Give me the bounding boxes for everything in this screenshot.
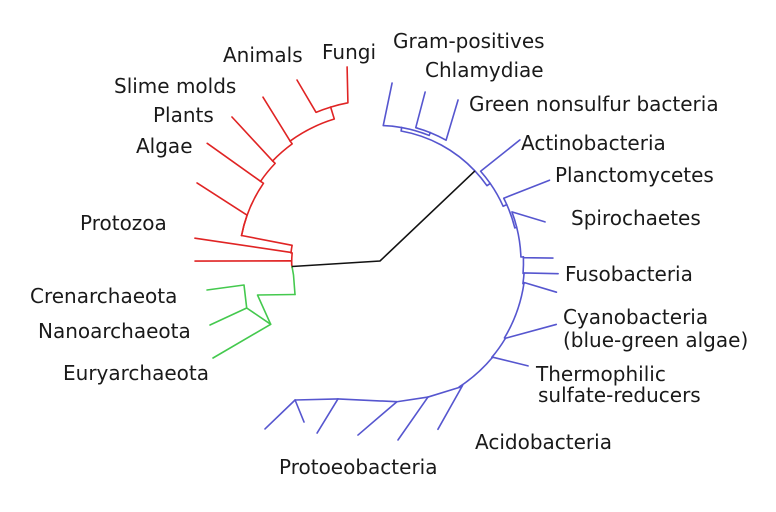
clade-ra (240, 234, 293, 254)
branch-protozoa-3 (194, 260, 293, 268)
branch-slime-molds (262, 96, 291, 142)
branch-fungi (329, 66, 349, 108)
taxon-label-gram-positives: Gram-positives (393, 29, 545, 53)
branch-unlabeled-a (522, 256, 554, 259)
branch-proteo-1 (397, 396, 429, 441)
branch-archaea-fork (245, 307, 272, 326)
taxon-label-animals: Animals (223, 43, 303, 67)
taxon-label-thermophilic-2: sulfate-reducers (538, 383, 701, 407)
branch-proteo-3 (316, 398, 339, 434)
clade-m4 (515, 226, 525, 258)
branch-spirochaetes (511, 211, 546, 229)
branch-chlamydiae (414, 91, 432, 134)
clade-rb (240, 180, 265, 237)
taxon-label-cyanobacteria-1: Cyanobacteria (563, 305, 708, 329)
clade-fan1 (427, 386, 461, 398)
branch-archaea-chord (256, 293, 296, 326)
label-layer: Animals Fungi Slime molds Plants Algae Protoz… (30, 29, 748, 479)
branch-gram-positives (382, 82, 403, 129)
taxon-label-protozoa: Protozoa (80, 211, 167, 235)
taxon-label-spirochaetes: Spirochaetes (571, 206, 701, 230)
branch-plants (231, 116, 274, 162)
taxon-label-thermophilic-1: Thermophilic (535, 362, 666, 386)
clade-m7 (503, 283, 525, 340)
branch-protozoa-2 (194, 237, 292, 254)
taxon-label-fusobacteria: Fusobacteria (565, 262, 693, 286)
clade-m3 (506, 203, 518, 229)
clade-m6 (522, 272, 525, 285)
branch-crenarchaeota (206, 284, 248, 309)
clade-m8 (490, 337, 507, 359)
branch-archaea-stem (291, 265, 296, 296)
clade-m5 (522, 256, 525, 275)
taxon-label-acidobacteria: Acidobacteria (475, 430, 612, 454)
taxon-label-chlamydiae: Chlamydiae (425, 58, 544, 82)
taxon-label-nanoarchaeota: Nanoarchaeota (38, 319, 191, 343)
taxon-label-crenarchaeota: Crenarchaeota (30, 284, 177, 308)
taxon-label-protoeobacteria: Protoeobacteria (279, 455, 437, 479)
clade-re (289, 106, 336, 142)
taxon-label-green-nonsulfur: Green nonsulfur bacteria (469, 92, 719, 116)
taxon-label-slime-molds: Slime molds (114, 74, 236, 98)
clade-fan3 (337, 398, 398, 403)
clade-m2 (489, 182, 508, 208)
branch-layer (194, 66, 559, 441)
clade-fan4 (294, 398, 339, 401)
branch-nanoarchaeota (209, 307, 248, 326)
taxon-label-actinobacteria: Actinobacteria (521, 131, 666, 155)
clade-rc (259, 160, 276, 183)
clade-r1 (290, 252, 293, 268)
clade-chlamydiae-clade (400, 126, 432, 137)
taxon-label-fungi: Fungi (322, 40, 376, 64)
branch-algae (206, 142, 262, 183)
branch-proteo-5 (264, 399, 296, 430)
branch-actinobacteria (479, 139, 521, 185)
branch-thermophilic (491, 356, 529, 367)
root-branch (291, 170, 476, 268)
branch-proteo-2 (357, 400, 398, 436)
taxon-label-planctomycetes: Planctomycetes (555, 163, 714, 187)
clade-top-clade (400, 126, 476, 172)
branch-planctomycetes (502, 179, 551, 206)
taxon-label-euryarchaeota: Euryarchaeota (63, 361, 209, 385)
branch-proteo-4 (294, 399, 305, 423)
branch-protozoa-1 (196, 182, 248, 237)
branch-cyanobacteria (504, 323, 558, 340)
clade-rd (271, 140, 293, 162)
taxon-label-algae: Algae (136, 134, 193, 158)
branch-unlabeled-b (523, 281, 558, 293)
branch-animals (296, 79, 332, 114)
clade-m1 (474, 170, 492, 187)
branch-green-nonsulfur (429, 99, 459, 142)
branch-acidobacteria (437, 384, 464, 431)
taxon-label-cyanobacteria-2: (blue-green algae) (563, 328, 748, 352)
branch-euryarchaeota (212, 323, 272, 359)
taxon-label-plants: Plants (153, 103, 214, 127)
branch-fusobacteria (523, 272, 559, 275)
clade-m9 (458, 356, 493, 389)
clade-fan2 (396, 396, 429, 403)
